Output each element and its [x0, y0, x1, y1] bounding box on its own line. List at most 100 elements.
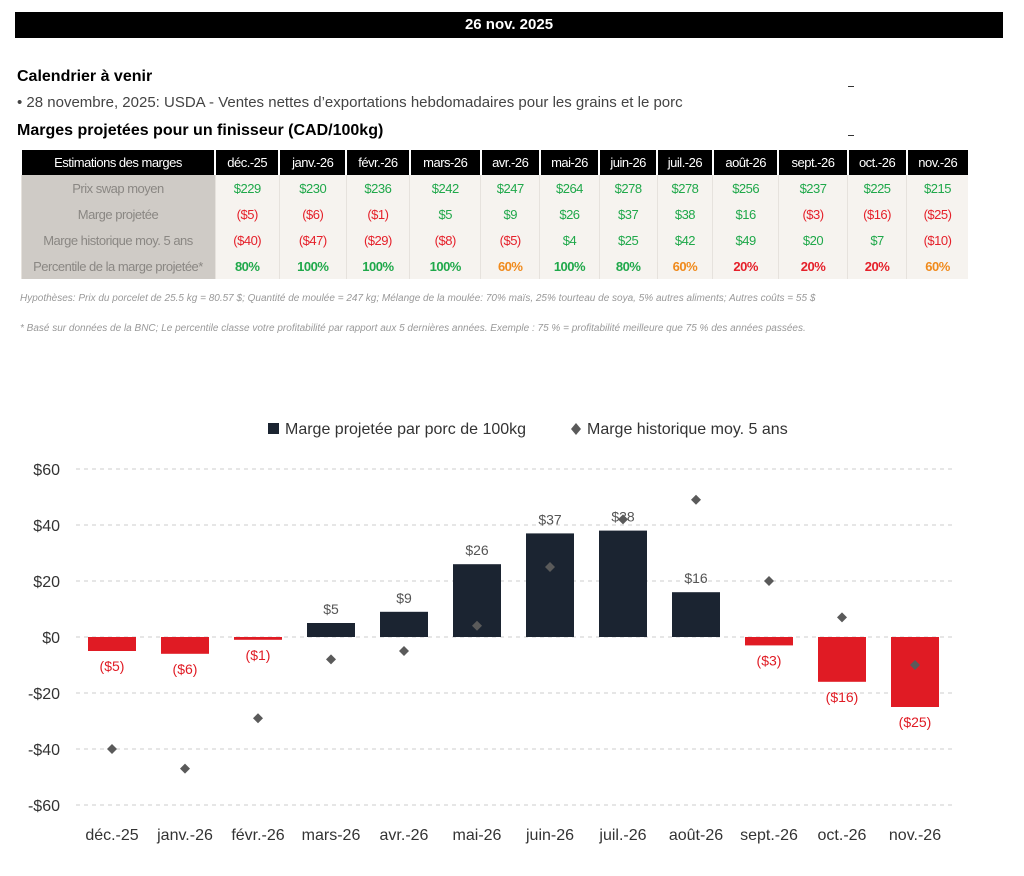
table-cell: ($1)	[345, 201, 410, 227]
historical-marker	[764, 576, 774, 586]
table-cell: $230	[278, 175, 347, 201]
month-header: août-26	[711, 150, 779, 175]
legend-bar-label: Marge projetée par porc de 100kg	[285, 421, 526, 438]
table-cell: 60%	[480, 253, 540, 279]
table-cell: $4	[539, 227, 600, 253]
table-cell: 80%	[598, 253, 658, 279]
table-cell: $229	[214, 175, 280, 201]
table-cell: ($5)	[480, 227, 540, 253]
hypotheses-note: Hypothèses: Prix du porcelet de 25.5 kg …	[20, 293, 816, 304]
x-tick-label: déc.-25	[85, 827, 138, 844]
table-cell: $7	[847, 227, 907, 253]
bar-data-label: $37	[538, 511, 562, 527]
bar-data-label: $5	[323, 601, 339, 617]
table-cell: 20%	[712, 253, 779, 279]
bar	[818, 637, 866, 682]
y-tick-label: $40	[33, 518, 60, 535]
table-row: Marge projetée ($5) ($6) ($1) $5 $9 $26 $37 $38 $…	[20, 201, 968, 227]
x-tick-label: juin-26	[525, 827, 574, 844]
bar-data-label: $9	[396, 590, 412, 606]
y-tick-label: $60	[33, 462, 60, 479]
table-cell: 100%	[539, 253, 600, 279]
dash-mark	[848, 86, 854, 87]
historical-marker	[107, 744, 117, 754]
table-cell: $25	[598, 227, 658, 253]
bar	[599, 530, 647, 637]
historical-marker	[691, 494, 701, 505]
table-cell: 20%	[847, 253, 907, 279]
bar-data-label: ($6)	[173, 661, 198, 677]
table-cell: 60%	[656, 253, 713, 279]
historical-marker	[326, 654, 336, 665]
table-cell: $247	[480, 175, 540, 201]
y-tick-label: -$20	[28, 686, 60, 703]
month-header: déc.-25	[213, 150, 280, 175]
bar	[745, 637, 793, 646]
margins-table: Estimations des marges déc.-25 janv.-26 fév…	[20, 150, 968, 279]
y-tick-label: $0	[42, 630, 60, 647]
table-cell: $237	[777, 175, 848, 201]
table-cell: ($29)	[345, 227, 410, 253]
month-header: févr.-26	[345, 150, 410, 175]
bar	[891, 637, 939, 707]
table-cell: $16	[712, 201, 779, 227]
table-cell: ($25)	[906, 201, 968, 227]
bar-data-label: ($5)	[100, 658, 125, 674]
dash-mark	[848, 135, 854, 136]
bar-data-label: ($3)	[757, 652, 782, 668]
legend-diamond-label: Marge historique moy. 5 ans	[587, 421, 788, 438]
row-label: Marge projetée	[20, 201, 215, 227]
table-corner-header: Estimations des marges	[20, 150, 215, 175]
month-header: mai-26	[538, 150, 600, 175]
month-header: oct.-26	[846, 150, 907, 175]
table-cell: $49	[712, 227, 779, 253]
table-cell: $225	[847, 175, 907, 201]
historical-marker	[180, 763, 190, 774]
x-tick-label: sept.-26	[740, 827, 798, 844]
table-cell: $26	[539, 201, 600, 227]
row-label: Percentile de la marge projetée*	[20, 253, 215, 279]
table-cell: ($10)	[906, 227, 968, 253]
table-cell: $242	[409, 175, 481, 201]
historical-marker	[399, 646, 409, 656]
table-cell: $5	[409, 201, 481, 227]
month-header: avr.-26	[479, 150, 540, 175]
x-tick-label: mars-26	[302, 827, 361, 844]
table-cell: $20	[777, 227, 848, 253]
table-cell: $278	[656, 175, 713, 201]
y-tick-label: -$60	[28, 798, 60, 815]
bar-data-label: $16	[684, 570, 708, 586]
x-tick-label: août-26	[669, 827, 723, 844]
historical-marker	[472, 620, 482, 631]
bar	[672, 592, 720, 637]
margin-chart: $60 $40 $20 $0 -$20 -$40 -$60 Marge projetée pa…	[28, 421, 952, 844]
bar	[307, 623, 355, 637]
bar-data-label: ($25)	[899, 714, 932, 730]
calendar-title: Calendrier à venir	[17, 68, 153, 85]
table-cell: ($8)	[409, 227, 481, 253]
table-cell: ($5)	[214, 201, 280, 227]
month-header: juil.-26	[656, 150, 713, 175]
table-cell: 60%	[906, 253, 968, 279]
x-tick-label: juil.-26	[598, 827, 646, 844]
historical-marker	[618, 514, 628, 525]
legend-diamond-swatch	[571, 423, 581, 435]
bar	[88, 637, 136, 651]
table-cell: ($6)	[278, 201, 347, 227]
table-row: Percentile de la marge projetée* 80% 100% 1…	[20, 253, 968, 279]
bar	[526, 533, 574, 637]
table-cell: $256	[712, 175, 779, 201]
x-tick-label: avr.-26	[380, 827, 429, 844]
table-row: Marge historique moy. 5 ans ($40) ($47) ($2…	[20, 227, 968, 253]
month-header: juin-26	[598, 150, 658, 175]
table-cell: $9	[480, 201, 540, 227]
y-tick-label: $20	[33, 574, 60, 591]
calendar-item: • 28 novembre, 2025: USDA - Ventes nette…	[17, 94, 683, 111]
table-row: Prix swap moyen $229 $230 $236 $242 $247 $264 $…	[20, 175, 968, 201]
x-tick-label: mai-26	[453, 827, 502, 844]
table-cell: $38	[656, 201, 713, 227]
bar	[161, 637, 209, 654]
legend-bar-swatch	[268, 423, 279, 434]
table-cell: 100%	[345, 253, 410, 279]
table-cell: ($47)	[278, 227, 347, 253]
